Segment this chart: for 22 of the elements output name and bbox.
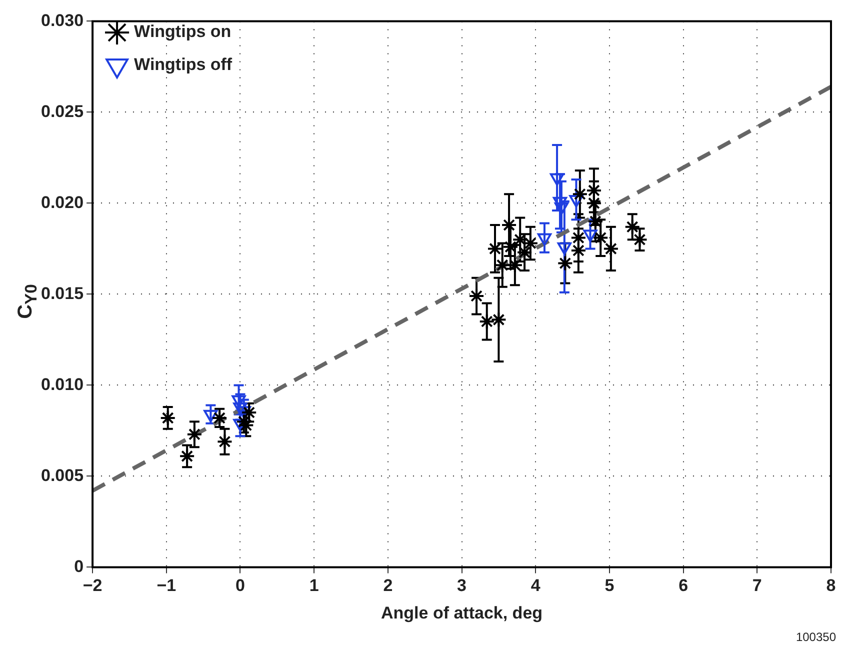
x-tick-label: 4 [530, 576, 541, 596]
y-tick-label: 0.030 [40, 10, 84, 30]
y-tick-label: 0.025 [40, 102, 84, 121]
x-tick-label: 0 [236, 576, 245, 596]
x-tick-label: −2 [82, 576, 102, 596]
y-tick-label: 0.010 [40, 374, 84, 394]
x-tick-label: 7 [752, 576, 762, 596]
x-tick-label: 1 [309, 576, 319, 596]
text: 100350 [796, 630, 836, 644]
x-tick-label: −1 [156, 576, 176, 596]
legend-label: Wingtips off [134, 55, 232, 74]
y-tick-label: 0 [74, 556, 84, 576]
x-tick-label: 6 [678, 576, 688, 596]
x-tick-label: 2 [383, 576, 393, 596]
y-tick-label: 0.005 [40, 466, 84, 485]
y-tick-label: 0.015 [40, 284, 84, 303]
x-tick-label: 8 [826, 576, 836, 596]
x-tick-label: 5 [604, 576, 614, 596]
x-axis-title: Angle of attack, deg [381, 603, 543, 622]
legend-label: Wingtips on [134, 22, 232, 42]
x-tick-label: 3 [457, 576, 467, 596]
y-tick-label: 0.020 [40, 192, 84, 212]
